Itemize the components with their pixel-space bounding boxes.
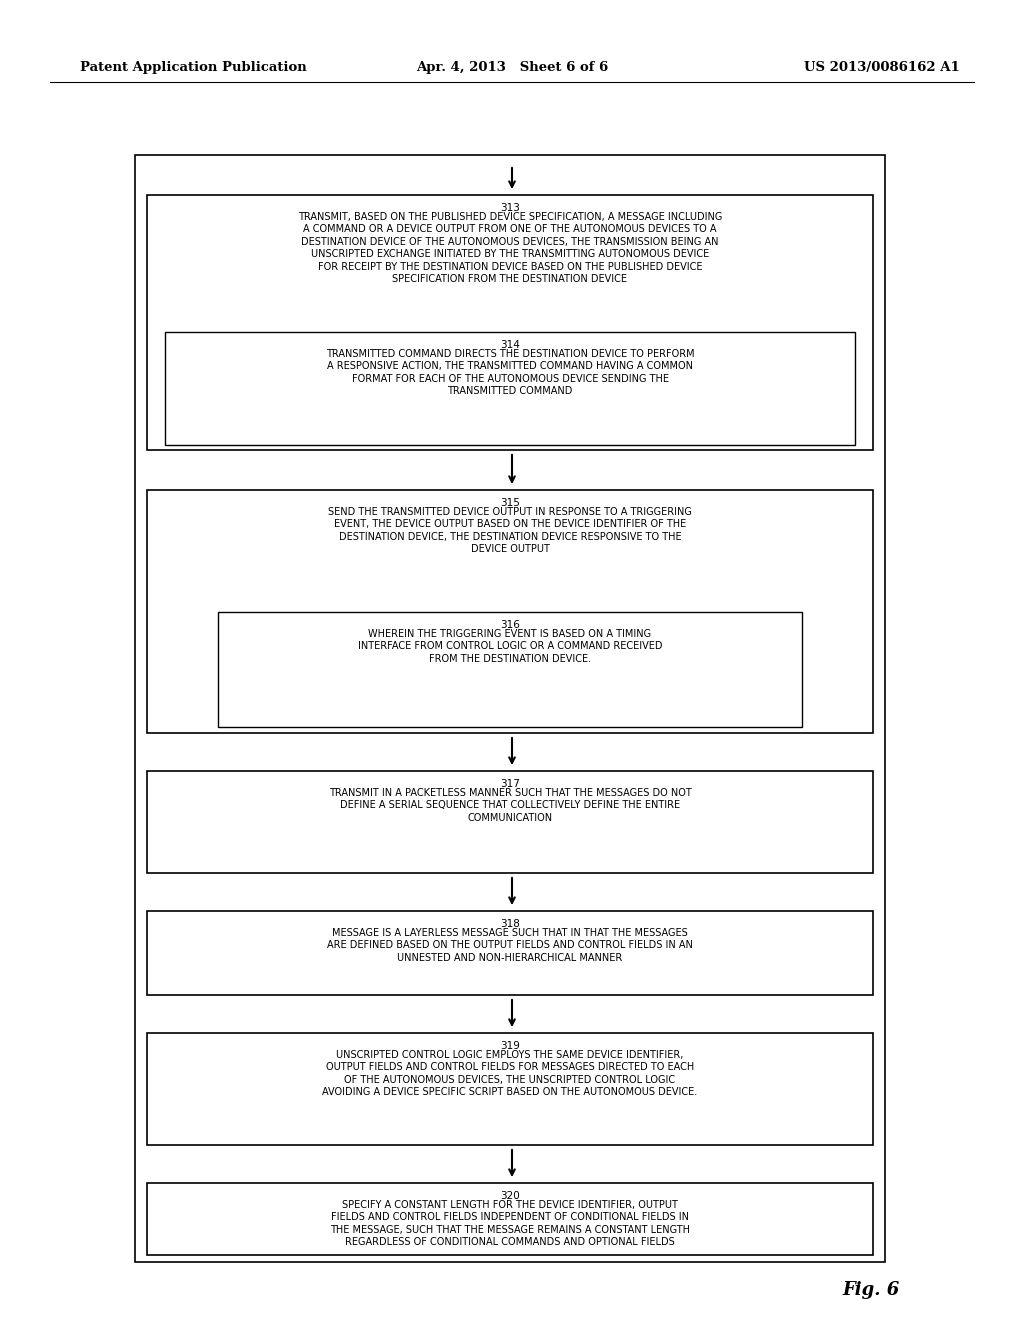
Bar (147, 911, 873, 995)
Text: WHEREIN THE TRIGGERING EVENT IS BASED ON A TIMING
INTERFACE FROM CONTROL LOGIC O: WHEREIN THE TRIGGERING EVENT IS BASED ON… (357, 630, 663, 664)
Text: MESSAGE IS A LAYERLESS MESSAGE SUCH THAT IN THAT THE MESSAGES
ARE DEFINED BASED : MESSAGE IS A LAYERLESS MESSAGE SUCH THAT… (327, 928, 693, 962)
Text: Patent Application Publication: Patent Application Publication (80, 62, 307, 74)
Text: 319: 319 (500, 1041, 520, 1051)
Text: 320: 320 (500, 1191, 520, 1201)
Text: 313: 313 (500, 203, 520, 213)
Text: UNSCRIPTED CONTROL LOGIC EMPLOYS THE SAME DEVICE IDENTIFIER,
OUTPUT FIELDS AND C: UNSCRIPTED CONTROL LOGIC EMPLOYS THE SAM… (323, 1049, 697, 1097)
Bar (218, 612, 802, 727)
Text: TRANSMITTED COMMAND DIRECTS THE DESTINATION DEVICE TO PERFORM
A RESPONSIVE ACTIO: TRANSMITTED COMMAND DIRECTS THE DESTINAT… (326, 348, 694, 396)
Text: 318: 318 (500, 919, 520, 929)
Text: 315: 315 (500, 498, 520, 508)
Text: 317: 317 (500, 779, 520, 789)
Text: TRANSMIT IN A PACKETLESS MANNER SUCH THAT THE MESSAGES DO NOT
DEFINE A SERIAL SE: TRANSMIT IN A PACKETLESS MANNER SUCH THA… (329, 788, 691, 822)
Bar (135, 154, 885, 1262)
Text: 316: 316 (500, 620, 520, 630)
Bar (147, 195, 873, 450)
Bar (147, 1034, 873, 1144)
Bar (165, 333, 855, 445)
Text: Apr. 4, 2013   Sheet 6 of 6: Apr. 4, 2013 Sheet 6 of 6 (416, 62, 608, 74)
Text: US 2013/0086162 A1: US 2013/0086162 A1 (804, 62, 961, 74)
Text: TRANSMIT, BASED ON THE PUBLISHED DEVICE SPECIFICATION, A MESSAGE INCLUDING
A COM: TRANSMIT, BASED ON THE PUBLISHED DEVICE … (298, 213, 722, 284)
Text: SEND THE TRANSMITTED DEVICE OUTPUT IN RESPONSE TO A TRIGGERING
EVENT, THE DEVICE: SEND THE TRANSMITTED DEVICE OUTPUT IN RE… (328, 507, 692, 554)
Text: 314: 314 (500, 341, 520, 350)
Bar (147, 771, 873, 873)
Text: Fig. 6: Fig. 6 (843, 1280, 900, 1299)
Bar (147, 1183, 873, 1255)
Bar (147, 490, 873, 733)
Text: SPECIFY A CONSTANT LENGTH FOR THE DEVICE IDENTIFIER, OUTPUT
FIELDS AND CONTROL F: SPECIFY A CONSTANT LENGTH FOR THE DEVICE… (330, 1200, 690, 1247)
